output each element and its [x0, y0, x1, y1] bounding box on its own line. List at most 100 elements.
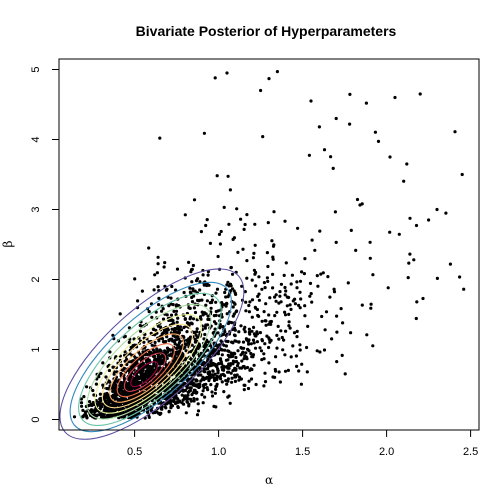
sample-point: [93, 410, 97, 414]
sample-point: [217, 343, 222, 347]
sample-point: [182, 325, 186, 330]
sample-point: [170, 284, 174, 289]
sample-point: [264, 323, 268, 327]
sample-point: [153, 273, 157, 277]
sample-point: [222, 205, 226, 209]
sample-point: [406, 276, 410, 280]
sample-point: [285, 295, 289, 299]
sample-point: [137, 380, 142, 385]
sample-point: [397, 232, 401, 236]
sample-point: [220, 353, 224, 357]
sample-point: [242, 327, 246, 331]
sample-point: [79, 397, 83, 401]
sample-point: [209, 383, 213, 387]
sample-point: [173, 342, 177, 346]
sample-point: [200, 310, 204, 314]
sample-point: [317, 125, 321, 129]
sample-point: [177, 326, 181, 330]
sample-point: [226, 353, 230, 357]
sample-point: [196, 409, 201, 413]
sample-point: [191, 317, 196, 321]
sample-point: [260, 287, 264, 291]
sample-point: [160, 337, 165, 341]
sample-point: [152, 350, 156, 354]
sample-point: [90, 403, 94, 407]
sample-point: [277, 337, 281, 341]
sample-point: [134, 376, 138, 381]
sample-point: [252, 251, 256, 255]
sample-point: [236, 250, 240, 254]
sample-point: [173, 358, 177, 362]
sample-point: [287, 312, 291, 316]
sample-point: [358, 203, 362, 207]
sample-point: [315, 349, 319, 353]
sample-point: [210, 394, 215, 398]
sample-point: [186, 390, 191, 394]
sample-point: [227, 320, 231, 324]
sample-point: [224, 339, 228, 343]
chart-title: Bivariate Posterior of Hyperparameters: [136, 23, 397, 39]
sample-point: [193, 383, 197, 387]
sample-point: [208, 317, 212, 322]
sample-point: [335, 330, 339, 334]
sample-point: [168, 348, 172, 352]
sample-point: [289, 355, 293, 359]
sample-point: [146, 410, 150, 414]
sample-point: [219, 229, 223, 234]
sample-point: [80, 404, 84, 408]
sample-point: [140, 289, 144, 293]
sample-point: [298, 348, 302, 352]
sample-point: [334, 240, 338, 244]
sample-point: [164, 288, 168, 292]
sample-point: [239, 324, 243, 328]
sample-point: [458, 275, 462, 279]
sample-point: [182, 388, 186, 393]
sample-point: [107, 368, 111, 373]
sample-point: [302, 272, 306, 276]
sample-point: [232, 368, 236, 372]
sample-point: [241, 247, 245, 251]
sample-point: [244, 337, 248, 341]
sample-point: [269, 322, 273, 326]
sample-point: [126, 383, 130, 387]
sample-point: [160, 407, 164, 411]
sample-point: [193, 289, 197, 293]
sample-point: [283, 353, 287, 357]
sample-point: [72, 415, 77, 419]
sample-point: [284, 289, 288, 293]
sample-point: [175, 346, 179, 351]
sample-point: [246, 386, 251, 391]
sample-point: [244, 309, 248, 313]
sample-point: [195, 327, 199, 331]
sample-point: [184, 369, 188, 373]
sample-point: [256, 313, 260, 318]
sample-point: [255, 332, 259, 336]
sample-point: [349, 331, 353, 335]
sample-point: [142, 373, 146, 377]
sample-point: [119, 387, 123, 391]
sample-point: [274, 369, 278, 373]
sample-point: [103, 399, 108, 403]
sample-point: [94, 382, 98, 386]
sample-point: [268, 340, 272, 344]
sample-point: [234, 339, 238, 343]
sample-point: [260, 339, 264, 343]
sample-point: [305, 370, 309, 374]
sample-point: [231, 314, 235, 318]
sample-point: [283, 285, 287, 290]
sample-point: [210, 300, 214, 305]
y-axis: 0 1 2 3 4 5: [30, 66, 60, 423]
x-axis-label: α: [265, 473, 273, 487]
sample-point: [161, 317, 166, 321]
sample-point: [214, 387, 218, 391]
sample-point: [254, 270, 258, 275]
sample-point: [224, 304, 228, 308]
sample-point: [226, 280, 230, 284]
sample-point: [218, 374, 222, 378]
sample-point: [106, 407, 110, 412]
sample-point: [299, 382, 303, 386]
sample-point: [212, 320, 217, 324]
sample-point: [201, 389, 205, 393]
sample-point: [290, 273, 294, 277]
sample-point: [147, 246, 151, 250]
